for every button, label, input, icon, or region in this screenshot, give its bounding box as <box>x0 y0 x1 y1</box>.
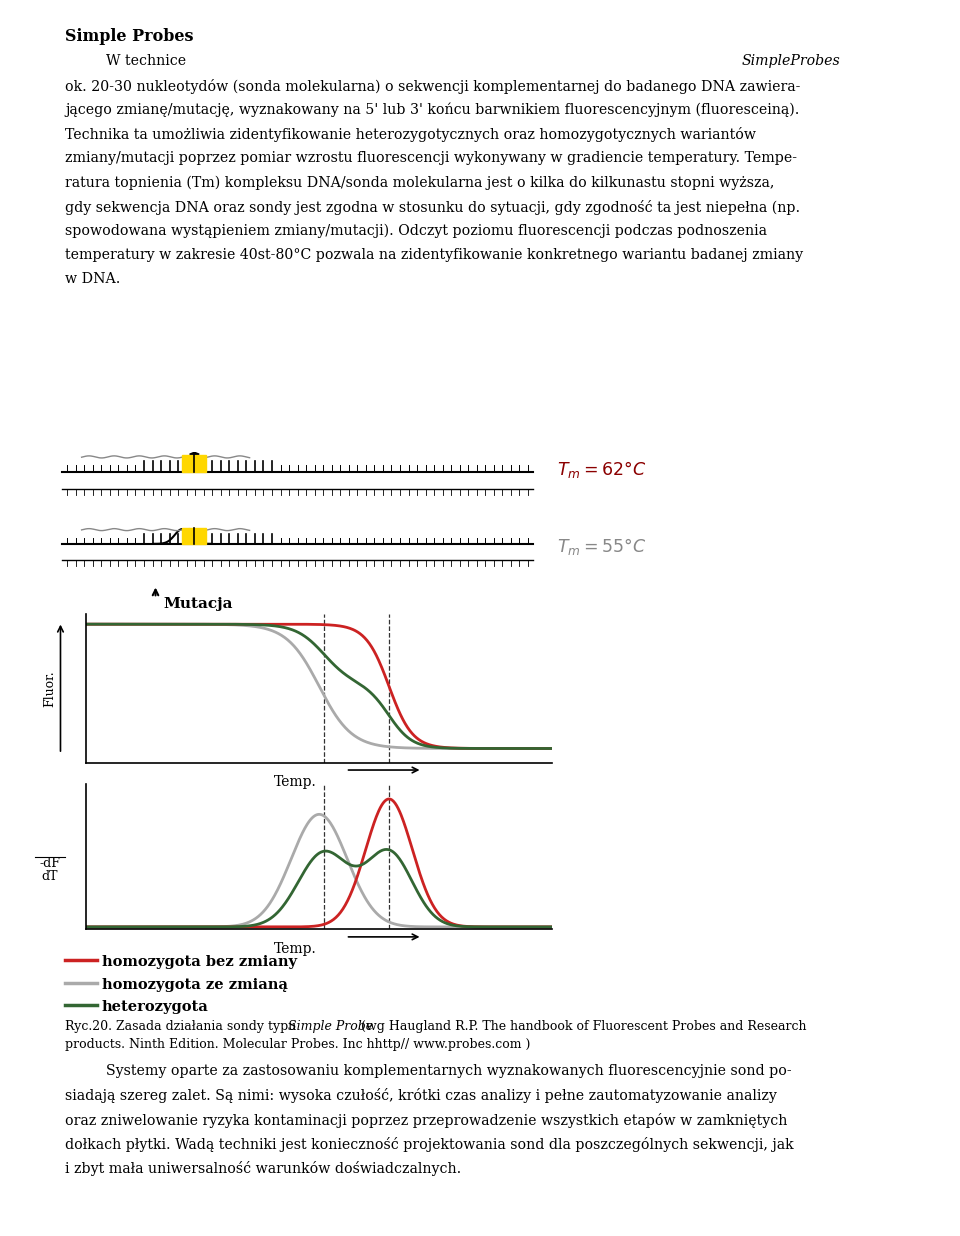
Text: products. Ninth Edition. Molecular Probes. Inc hhttp// www.probes.com ): products. Ninth Edition. Molecular Probe… <box>65 1038 531 1052</box>
Text: gdy sekwencja DNA oraz sondy jest zgodna w stosunku do sytuacji, gdy zgodność ta: gdy sekwencja DNA oraz sondy jest zgodna… <box>65 200 801 215</box>
Text: zmiany/mutacji poprzez pomiar wzrostu fluorescencji wykonywany w gradiencie temp: zmiany/mutacji poprzez pomiar wzrostu fl… <box>65 151 797 166</box>
Text: heterozygota: heterozygota <box>102 1000 208 1014</box>
Text: spowodowana wystąpieniem zmiany/mutacji). Odczyt poziomu fluorescencji podczas p: spowodowana wystąpieniem zmiany/mutacji)… <box>65 224 767 239</box>
Text: temperatury w zakresie 40st-80°C pozwala na zidentyfikowanie konkretnego wariant: temperatury w zakresie 40st-80°C pozwala… <box>65 248 804 262</box>
Text: Temp.: Temp. <box>274 942 317 955</box>
Text: ratura topnienia (Tm) kompleksu DNA/sonda molekularna jest o kilka do kilkunastu: ratura topnienia (Tm) kompleksu DNA/sond… <box>65 176 775 190</box>
Text: Ryc.20. Zasada działania sondy typu: Ryc.20. Zasada działania sondy typu <box>65 1020 300 1033</box>
Text: dołkach płytki. Wadą techniki jest konieczność projektowania sond dla poszczegól: dołkach płytki. Wadą techniki jest konie… <box>65 1137 794 1152</box>
Text: siadają szereg zalet. Są nimi: wysoka czułość, krótki czas analizy i pełne zauto: siadają szereg zalet. Są nimi: wysoka cz… <box>65 1089 778 1104</box>
Text: Systemy oparte za zastosowaniu komplementarnych wyznakowanych fluorescencyjnie s: Systemy oparte za zastosowaniu komplemen… <box>106 1064 791 1078</box>
Text: homozygota bez zmiany: homozygota bez zmiany <box>102 955 297 969</box>
Bar <box>182 455 206 472</box>
Text: ok. 20-30 nukleotydów (sonda molekularna) o sekwencji komplementarnej do badaneg: ok. 20-30 nukleotydów (sonda molekularna… <box>65 79 801 94</box>
Text: $T_m = 55°C$: $T_m = 55°C$ <box>557 536 646 556</box>
Text: i zbyt mała uniwersalność warunków doświadczalnych.: i zbyt mała uniwersalność warunków doświ… <box>65 1161 462 1177</box>
Text: Fluor.: Fluor. <box>43 670 57 707</box>
FancyArrow shape <box>189 452 200 455</box>
Text: Technika ta umożliwia zidentyfikowanie heterozygotycznych oraz homozygotycznych : Technika ta umożliwia zidentyfikowanie h… <box>65 127 756 142</box>
Bar <box>182 528 206 544</box>
Text: Simple Probes: Simple Probes <box>65 28 194 46</box>
Text: Temp.: Temp. <box>274 775 317 789</box>
Text: jącego zmianę/mutację, wyznakowany na 5' lub 3' końcu barwnikiem fluorescencyjny: jącego zmianę/mutację, wyznakowany na 5'… <box>65 103 800 117</box>
Text: dT: dT <box>41 870 59 884</box>
Text: w DNA.: w DNA. <box>65 272 121 287</box>
Text: -dF: -dF <box>39 857 60 870</box>
Text: Simple Probe: Simple Probe <box>288 1020 373 1033</box>
Text: Mutacja: Mutacja <box>163 597 232 611</box>
Text: W technice: W technice <box>106 54 190 68</box>
Text: $T_m = 62°C$: $T_m = 62°C$ <box>557 460 646 480</box>
Text: oraz zniwelowanie ryzyka kontaminacji poprzez przeprowadzenie wszystkich etapów : oraz zniwelowanie ryzyka kontaminacji po… <box>65 1112 787 1127</box>
Text: homozygota ze zmianą: homozygota ze zmianą <box>102 978 288 991</box>
Text: (wg Haugland R.P. The handbook of Fluorescent Probes and Research: (wg Haugland R.P. The handbook of Fluore… <box>357 1020 806 1033</box>
Text: SimpleProbes: SimpleProbes <box>741 54 840 68</box>
